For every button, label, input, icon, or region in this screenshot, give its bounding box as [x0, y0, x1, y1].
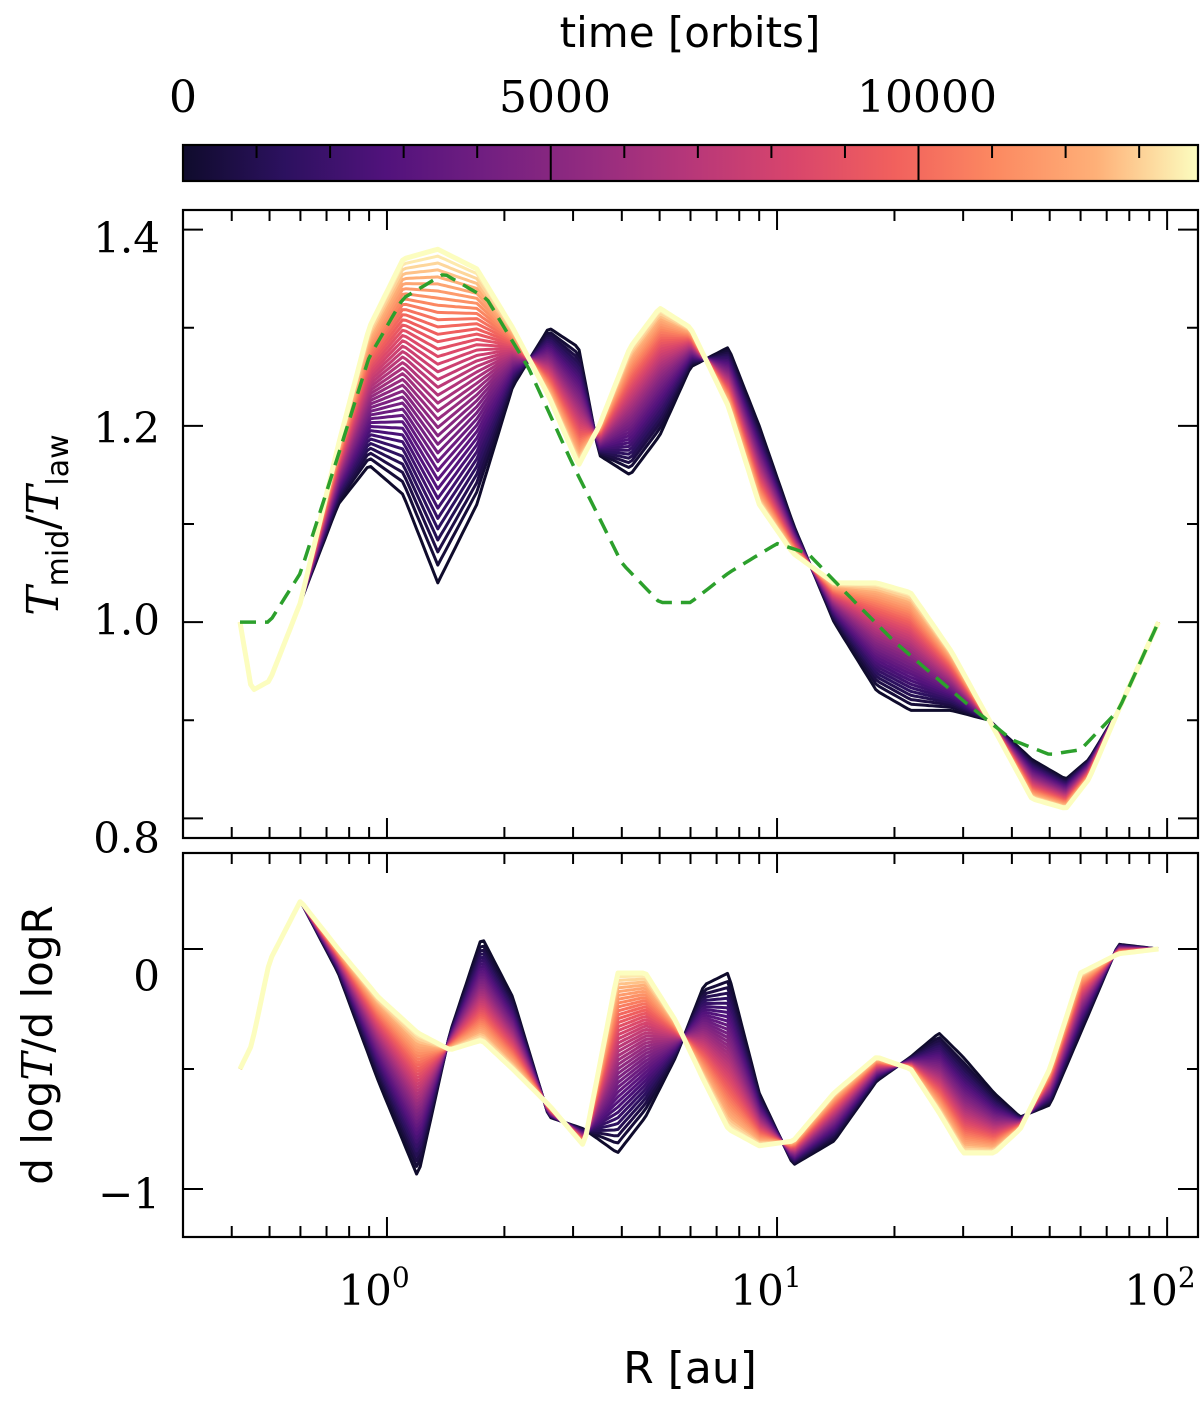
xtick-base-1: 10 — [338, 1266, 391, 1315]
colorbar-frame — [181, 143, 1200, 183]
xtick-exp-1: 0 — [392, 1261, 410, 1294]
xlabel: R [au] — [623, 1343, 757, 1394]
top-curve-15 — [238, 348, 1160, 794]
top-curve-16 — [238, 347, 1160, 795]
bottom-ticks — [182, 853, 1198, 1237]
ylabel-sub-law: law — [41, 434, 76, 485]
top-frame — [181, 208, 1200, 840]
ylabel-sub-mid: mid — [41, 530, 76, 587]
top-ytick-label-1.2: 1.2 — [93, 404, 160, 453]
bottom-curves — [237, 899, 1159, 1176]
bottom-ylabel-prefix: d log — [13, 1081, 62, 1185]
top-curve-21 — [238, 342, 1160, 798]
top-curve-4 — [238, 339, 1160, 785]
xtick-label-100: 102 — [1124, 1261, 1195, 1315]
ylabel-slash: / — [18, 515, 69, 530]
colorbar-label: time [orbits] — [560, 8, 821, 57]
bottom-curve-39 — [237, 899, 1159, 1156]
xtick-label-1: 100 — [338, 1261, 409, 1315]
top-ticks — [182, 210, 1198, 838]
xtick-exp-100: 2 — [1178, 1261, 1196, 1294]
colorbar: time [orbits] 0 5000 10000 — [169, 8, 1200, 183]
top-ytick-label-1.0: 1.0 — [93, 596, 160, 645]
top-curves — [237, 246, 1161, 811]
top-panel: 0.8 1.0 1.2 1.4 Tmid/Tlaw — [18, 208, 1200, 863]
top-curve-29 — [238, 308, 1160, 803]
top-ytick-label-1.4: 1.4 — [93, 214, 160, 263]
top-ytick-label-0.8: 0.8 — [93, 814, 160, 863]
top-curve-9 — [238, 348, 1160, 789]
reference-dashed-line — [240, 273, 1160, 756]
top-curve-22 — [238, 341, 1160, 799]
bottom-frame — [181, 851, 1200, 1239]
colorbar-ticks — [182, 145, 1141, 181]
top-curve-39 — [237, 246, 1161, 811]
top-curve-10 — [238, 350, 1160, 790]
ylabel-T1: T — [18, 583, 69, 616]
bottom-ytick-label-neg1: −1 — [98, 1170, 160, 1219]
colorbar-tick-label-2: 10000 — [857, 72, 997, 123]
bottom-ylabel: d logT/d logR — [13, 905, 62, 1184]
xtick-base-100: 10 — [1124, 1266, 1177, 1315]
colorbar-gradient — [183, 145, 1198, 181]
bottom-ylabel-T: T — [13, 1050, 62, 1081]
bottom-ytick-label-0: 0 — [133, 952, 160, 1001]
xtick-base-10: 10 — [730, 1266, 783, 1315]
bottom-curve-0 — [238, 900, 1159, 1176]
top-ylabel: Tmid/Tlaw — [18, 434, 76, 615]
colorbar-tick-label-1: 5000 — [499, 72, 611, 123]
xtick-label-10: 101 — [730, 1261, 801, 1315]
svg-text:Tmid/Tlaw: Tmid/Tlaw — [18, 434, 76, 615]
bottom-panel: −1 0 d logT/d logR 100 101 102 R [au] — [13, 851, 1200, 1394]
ylabel-T2: T — [18, 482, 69, 515]
colorbar-tick-label-0: 0 — [169, 72, 197, 123]
bottom-ylabel-suffix: /d logR — [13, 905, 62, 1052]
svg-text:d logT/d logR: d logT/d logR — [13, 905, 62, 1184]
xtick-exp-10: 1 — [784, 1261, 802, 1294]
